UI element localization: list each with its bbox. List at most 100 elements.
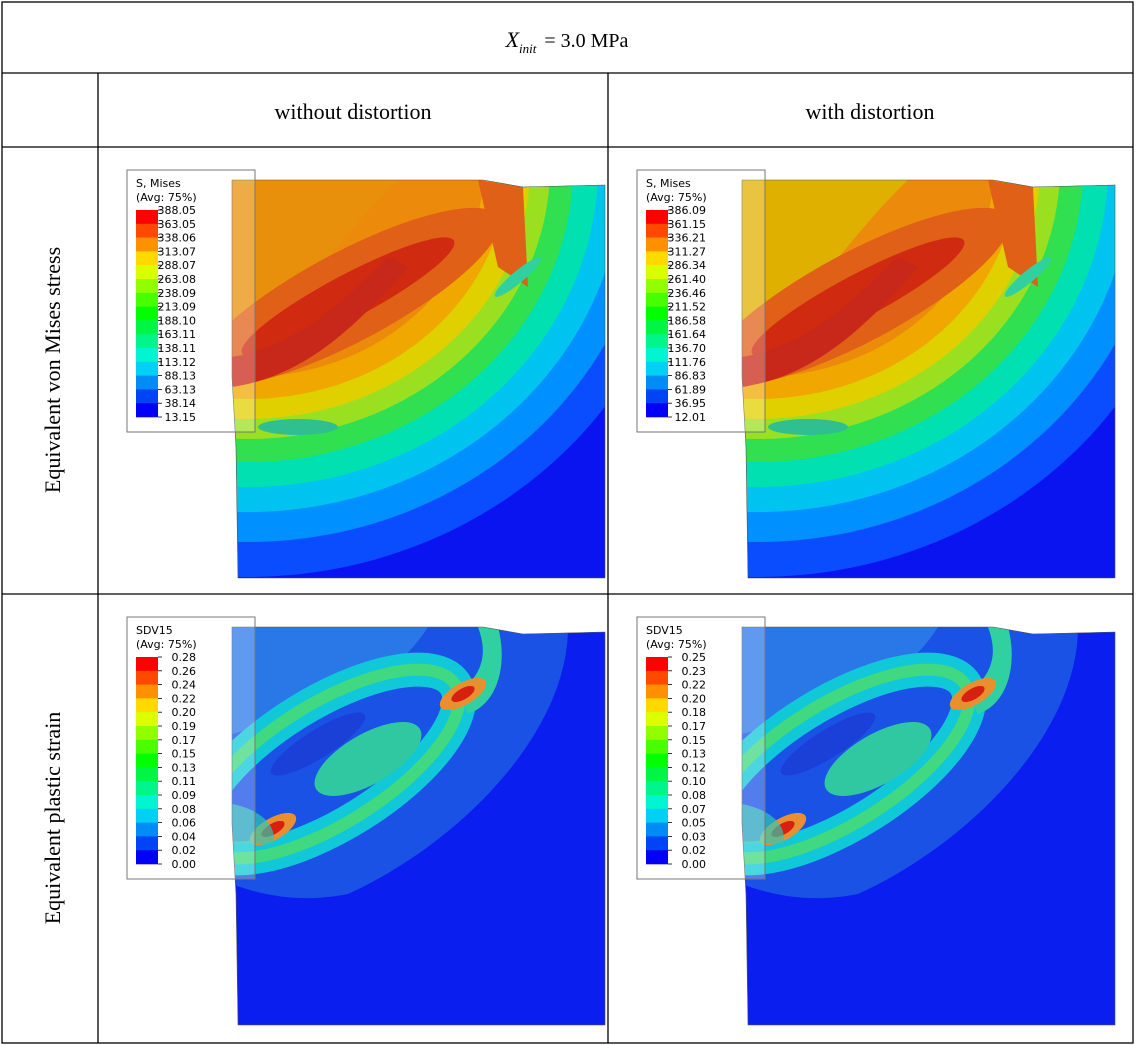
legend-color	[646, 223, 668, 238]
legend-value: 136.70	[668, 342, 707, 355]
contour-plot	[742, 627, 1115, 1025]
legend-value: 0.06	[172, 817, 197, 830]
legend-value: 388.05	[158, 204, 197, 217]
legend-color	[136, 712, 158, 727]
legend-color	[646, 850, 668, 865]
legend-color	[136, 836, 158, 851]
legend: SDV15(Avg: 75%)0.280.260.240.220.200.190…	[126, 616, 256, 880]
contour-band	[270, 712, 366, 776]
legend-color	[646, 265, 668, 280]
legend-color	[646, 237, 668, 252]
legend-value: 363.05	[158, 218, 197, 231]
legend-value: 0.28	[172, 651, 197, 664]
legend-value: 313.07	[158, 245, 197, 258]
legend-value: 63.13	[165, 383, 197, 396]
legend-color	[136, 210, 158, 225]
legend-value: 0.17	[172, 734, 197, 747]
body-outline	[231, 179, 606, 579]
legend-color	[646, 403, 668, 418]
legend: S, Mises(Avg: 75%)386.09361.15336.21311.…	[636, 169, 766, 433]
legend-value: 0.11	[172, 775, 197, 788]
legend-value: 0.10	[682, 775, 707, 788]
legend-color	[136, 850, 158, 865]
legend-value: 0.19	[172, 720, 197, 733]
contour-panel: SDV15(Avg: 75%)0.250.230.220.200.180.170…	[636, 616, 1116, 1026]
legend-value: 0.00	[172, 858, 197, 871]
legend-color	[136, 292, 158, 307]
legend-value: 88.13	[165, 370, 197, 383]
legend-value: 0.08	[682, 789, 707, 802]
legend-subtitle: (Avg: 75%)	[136, 638, 197, 651]
legend-color	[136, 670, 158, 685]
legend-value: 236.46	[668, 287, 707, 300]
legend-color	[136, 375, 158, 390]
contour-panel: SDV15(Avg: 75%)0.280.260.240.220.200.190…	[126, 616, 606, 1026]
legend-value: 0.22	[682, 679, 707, 692]
legend-value: 0.23	[682, 665, 707, 678]
legend-color	[136, 334, 158, 349]
contour-plot	[742, 180, 1115, 578]
legend-color	[646, 795, 668, 810]
legend-value: 111.76	[668, 356, 707, 369]
body-outline	[231, 626, 606, 1026]
legend-color	[646, 781, 668, 796]
contour-band	[451, 685, 475, 703]
title-subscript: init	[519, 41, 537, 56]
legend-color	[136, 698, 158, 713]
legend-value: 0.15	[172, 748, 197, 761]
legend-color	[136, 389, 158, 404]
contour-band	[742, 257, 918, 387]
contour-band	[494, 257, 542, 297]
legend-value: 0.24	[172, 679, 197, 692]
contour-plot	[232, 627, 605, 1025]
legend-value: 0.12	[682, 761, 707, 774]
legend-value: 163.11	[158, 328, 197, 341]
legend-value: 0.04	[172, 830, 197, 843]
legend-value: 263.08	[158, 273, 197, 286]
legend-value: 0.20	[172, 706, 197, 719]
column-header: without distortion	[274, 99, 431, 124]
legend-title: S, Mises	[646, 177, 691, 190]
legend-color	[646, 361, 668, 376]
legend-color	[136, 251, 158, 266]
legend-value: 386.09	[668, 204, 707, 217]
legend-color	[646, 684, 668, 699]
contour-panel: S, Mises(Avg: 75%)386.09361.15336.21311.…	[636, 169, 1116, 579]
legend-value: 0.02	[172, 844, 197, 857]
legend-color	[646, 657, 668, 672]
legend-value: 0.25	[682, 651, 707, 664]
legend-value: 13.15	[165, 411, 197, 424]
title-value: = 3.0 MPa	[544, 30, 628, 52]
legend-value: 12.01	[675, 411, 707, 424]
legend-value: 311.27	[668, 245, 707, 258]
legend-subtitle: (Avg: 75%)	[646, 638, 707, 651]
contour-band	[824, 722, 932, 796]
legend-value: 0.13	[682, 748, 707, 761]
legend-color	[136, 361, 158, 376]
legend-value: 0.17	[682, 720, 707, 733]
contour-band	[1004, 257, 1052, 297]
legend-color	[136, 279, 158, 294]
legend-value: 0.05	[682, 817, 707, 830]
legend-value: 113.12	[158, 356, 197, 369]
legend-title: S, Mises	[136, 177, 181, 190]
column-header: with distortion	[806, 99, 935, 124]
legend-value: 0.09	[172, 789, 197, 802]
legend-value: 186.58	[668, 314, 707, 327]
legend-color	[646, 836, 668, 851]
contour-plot	[232, 180, 605, 578]
legend-color	[646, 808, 668, 823]
legend-color	[136, 781, 158, 796]
legend-value: 361.15	[668, 218, 707, 231]
legend-color	[136, 767, 158, 782]
legend-value: 288.07	[158, 259, 197, 272]
legend-color	[646, 753, 668, 768]
legend-color	[136, 265, 158, 280]
legend-color	[136, 726, 158, 741]
contour-band	[742, 804, 784, 844]
legend-value: 0.13	[172, 761, 197, 774]
legend-color	[646, 739, 668, 754]
legend-color	[136, 795, 158, 810]
